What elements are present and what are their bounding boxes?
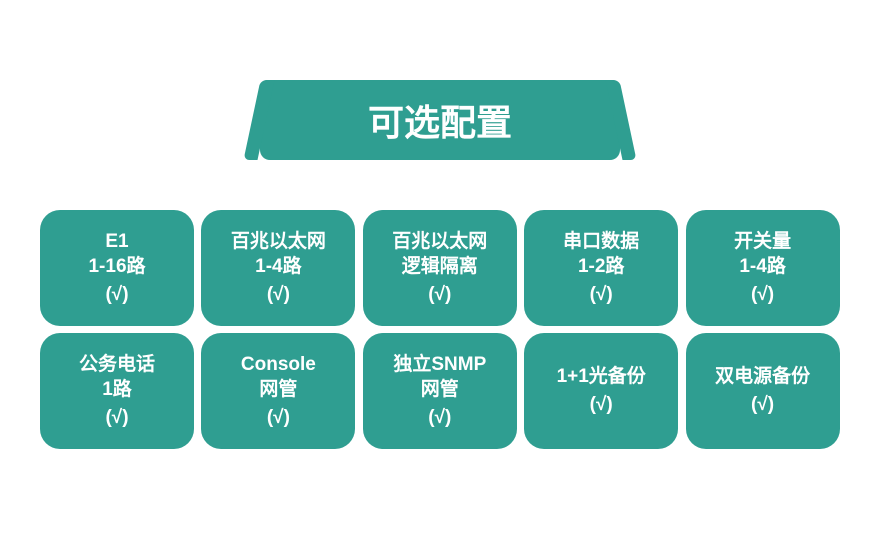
checkmark: (√): [105, 405, 128, 431]
option-card: 百兆以太网逻辑隔离(√): [363, 210, 517, 326]
card-line: 网管: [259, 377, 297, 403]
checkmark: (√): [267, 405, 290, 431]
option-card: 开关量1-4路(√): [686, 210, 840, 326]
card-line: 双电源备份: [715, 364, 810, 390]
option-card: 串口数据1-2路(√): [524, 210, 678, 326]
card-line: 逻辑隔离: [402, 254, 478, 280]
card-line: 开关量: [734, 229, 791, 255]
checkmark: (√): [751, 392, 774, 418]
checkmark: (√): [428, 405, 451, 431]
checkmark: (√): [590, 282, 613, 308]
card-line: 1-4路: [739, 254, 785, 280]
card-line: E1: [105, 229, 128, 255]
option-card: E11-16路(√): [40, 210, 194, 326]
option-card: 双电源备份(√): [686, 333, 840, 449]
option-card: Console网管(√): [201, 333, 355, 449]
card-line: 串口数据: [563, 229, 639, 255]
card-line: 1+1光备份: [557, 364, 646, 390]
card-line: 1-16路: [88, 254, 145, 280]
title-banner: 可选配置: [260, 80, 620, 160]
option-card: 独立SNMP网管(√): [363, 333, 517, 449]
card-line: 公务电话: [79, 352, 155, 378]
checkmark: (√): [428, 282, 451, 308]
checkmark: (√): [267, 282, 290, 308]
title-banner-wrap: 可选配置: [260, 80, 620, 160]
options-grid: E11-16路(√)百兆以太网1-4路(√)百兆以太网逻辑隔离(√)串口数据1-…: [40, 210, 840, 449]
card-line: Console: [241, 352, 316, 378]
checkmark: (√): [105, 282, 128, 308]
card-line: 1-2路: [578, 254, 624, 280]
option-card: 百兆以太网1-4路(√): [201, 210, 355, 326]
card-line: 百兆以太网: [231, 229, 326, 255]
card-line: 1路: [102, 377, 132, 403]
checkmark: (√): [590, 392, 613, 418]
card-line: 1-4路: [255, 254, 301, 280]
card-line: 百兆以太网: [392, 229, 487, 255]
checkmark: (√): [751, 282, 774, 308]
card-line: 网管: [421, 377, 459, 403]
option-card: 公务电话1路(√): [40, 333, 194, 449]
option-card: 1+1光备份(√): [524, 333, 678, 449]
card-line: 独立SNMP: [393, 352, 486, 378]
